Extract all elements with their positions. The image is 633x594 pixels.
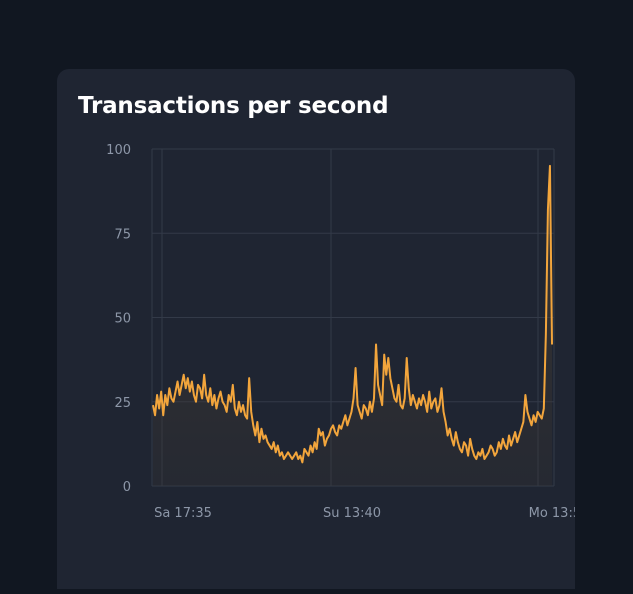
y-tick-label: 75: [114, 227, 131, 242]
y-tick-label: 50: [114, 312, 131, 327]
y-tick-label: 100: [106, 143, 131, 158]
y-tick-label: 0: [123, 480, 131, 495]
transactions-chart: 0 25 50 75 100 Sa 17:35 Su 13:40 Mo 13:50: [106, 143, 575, 521]
y-tick-label: 25: [114, 396, 131, 411]
series-area: [153, 165, 552, 486]
series-line: [152, 164, 553, 464]
x-tick-label: Sa 17:35: [154, 506, 212, 521]
x-tick-label: Su 13:40: [323, 506, 381, 521]
chart-title: Transactions per second: [78, 93, 389, 119]
chart-card: Transactions per second 0 25 50 75 100 Sa 17:…: [57, 69, 575, 589]
x-tick-label: Mo 13:50: [529, 506, 575, 521]
